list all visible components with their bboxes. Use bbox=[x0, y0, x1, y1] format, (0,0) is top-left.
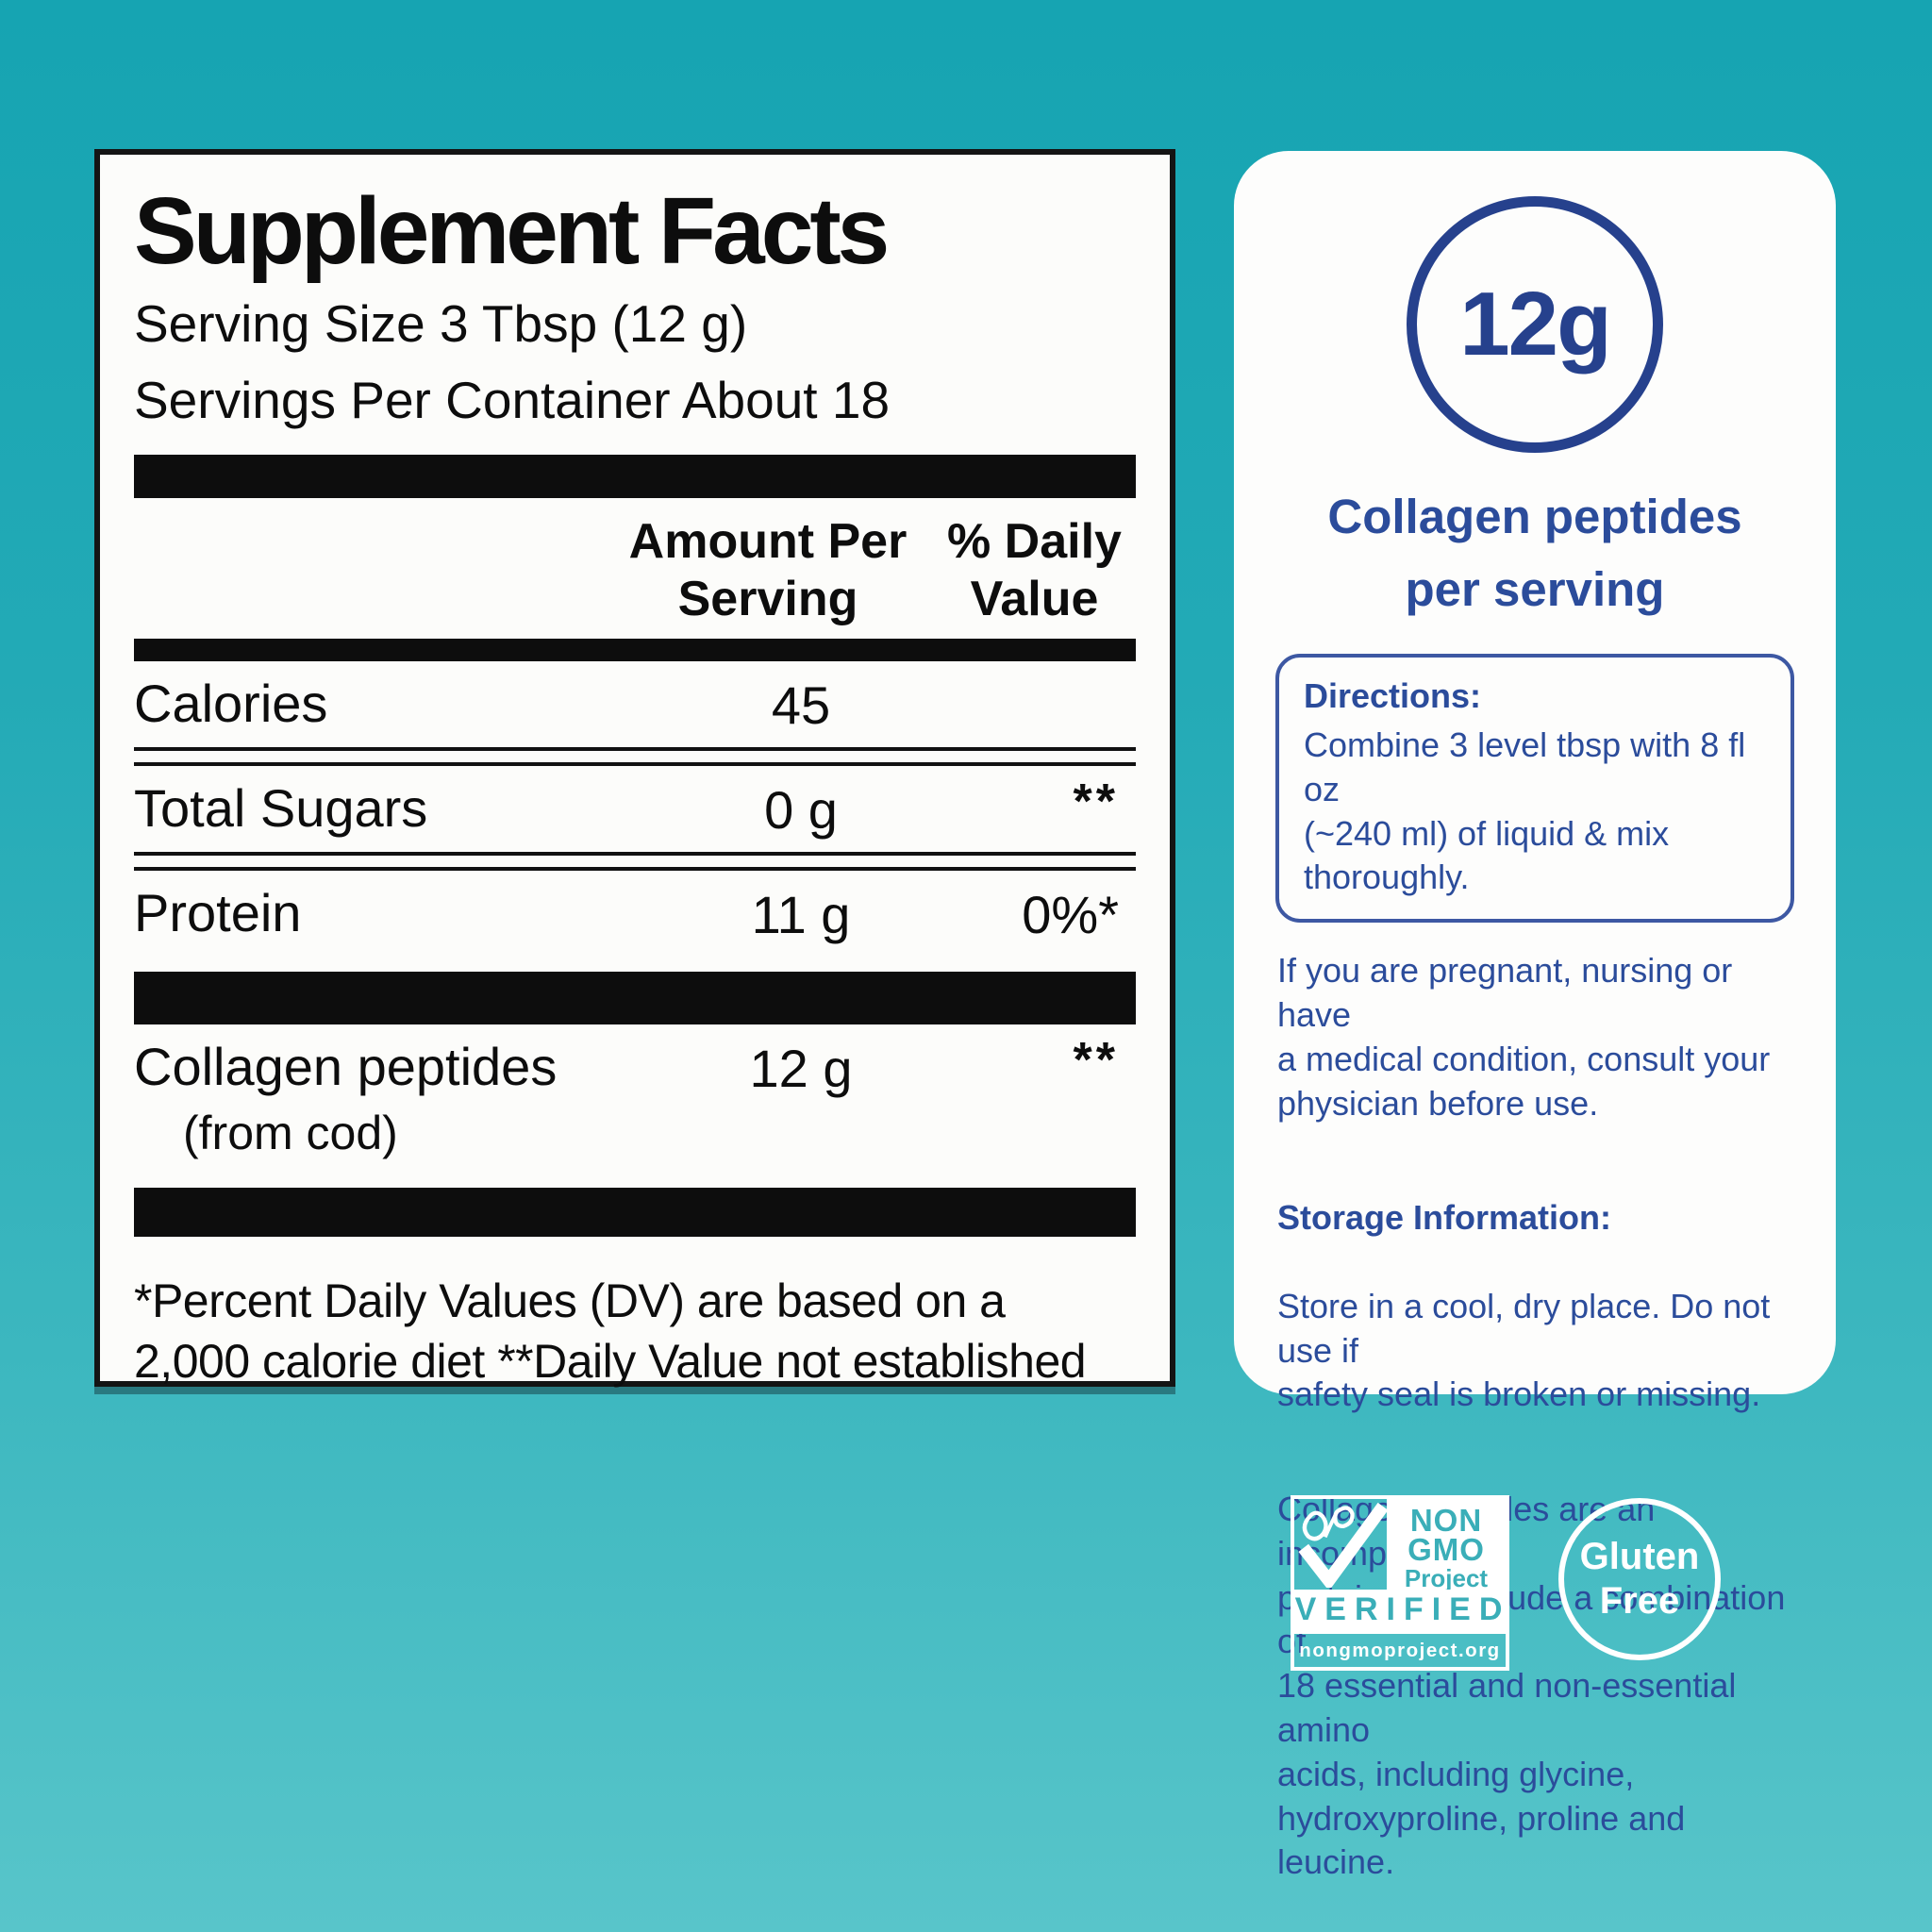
non-gmo-line3: Project bbox=[1404, 1563, 1489, 1592]
non-gmo-line1: NON bbox=[1409, 1503, 1483, 1538]
verified-label: VERIFIED bbox=[1294, 1590, 1506, 1630]
daily-value-footnote: *Percent Daily Values (DV) are based on … bbox=[134, 1274, 1087, 1388]
table-row-total-sugars: Total Sugars 0 g ** bbox=[134, 766, 1136, 852]
supplement-facts-panel: Supplement Facts Serving Size 3 Tbsp (12… bbox=[94, 149, 1175, 1388]
non-gmo-verified-badge: NON GMO Project VERIFIED nongmoproject.o… bbox=[1291, 1495, 1509, 1671]
double-line-separator bbox=[134, 746, 1136, 766]
nutrient-dv: ** bbox=[1073, 774, 1119, 829]
collagen-amount-value: 12g bbox=[1459, 274, 1611, 375]
supplement-facts-title: Supplement Facts bbox=[134, 178, 890, 284]
info-card: 12g Collagen peptides per serving Direct… bbox=[1234, 151, 1836, 1881]
thick-divider-bar bbox=[134, 1187, 1136, 1237]
table-row-calories: Calories 45 bbox=[134, 661, 1136, 747]
daily-value-header: % Daily Value bbox=[947, 514, 1122, 626]
nutrient-amount: 11 g bbox=[751, 884, 851, 944]
amount-per-serving-header: Amount Per Serving bbox=[628, 514, 908, 626]
nutrient-source: (from cod) bbox=[183, 1106, 398, 1159]
medium-divider-bar bbox=[134, 638, 1136, 661]
storage-information-body: Store in a cool, dry place. Do not use i… bbox=[1277, 1286, 1771, 1414]
directions-box: Directions: Combine 3 level tbsp with 8 … bbox=[1275, 654, 1794, 924]
butterfly-checkmark-icon bbox=[1294, 1499, 1387, 1590]
non-gmo-badge-top: NON GMO Project bbox=[1294, 1499, 1506, 1592]
storage-information-block: Storage Information: Store in a cool, dr… bbox=[1277, 1152, 1792, 1461]
nutrient-amount: 45 bbox=[771, 675, 831, 735]
double-line-separator bbox=[134, 851, 1136, 871]
directions-body: Combine 3 level tbsp with 8 fl oz (~240 … bbox=[1304, 725, 1746, 897]
servings-per-container-text: Servings Per Container About 18 bbox=[134, 371, 891, 430]
directions-title: Directions: bbox=[1304, 676, 1482, 715]
nutrient-name: Protein bbox=[134, 882, 302, 942]
nutrient-dv: 0%* bbox=[1022, 884, 1119, 944]
storage-information-title: Storage Information: bbox=[1277, 1198, 1612, 1238]
butterfly-checkmark-svg bbox=[1298, 1503, 1387, 1588]
nutrient-amount: 12 g bbox=[749, 1038, 853, 1098]
nutrient-dv: ** bbox=[1073, 1032, 1119, 1088]
collagen-amount-circle: 12g bbox=[1407, 196, 1663, 453]
nutrient-name-main: Collagen peptides bbox=[134, 1036, 558, 1096]
nutrient-name: Collagen peptides (from cod) bbox=[134, 1036, 603, 1159]
table-row-protein: Protein 11 g 0%* bbox=[134, 871, 1136, 957]
serving-size-text: Serving Size 3 Tbsp (12 g) bbox=[134, 294, 748, 353]
pregnancy-warning-text: If you are pregnant, nursing or have a m… bbox=[1277, 951, 1771, 1123]
gluten-free-label: Gluten Free bbox=[1579, 1535, 1700, 1622]
table-header-row: Amount Per Serving % Daily Value bbox=[134, 498, 1136, 639]
non-gmo-url-label: nongmoproject.org bbox=[1294, 1630, 1506, 1667]
nutrient-name: Total Sugars bbox=[134, 777, 428, 838]
non-gmo-line2: GMO bbox=[1407, 1532, 1485, 1568]
thick-divider-bar bbox=[134, 971, 1136, 1024]
nutrient-amount: 0 g bbox=[764, 779, 838, 840]
table-row-collagen-peptides: Collagen peptides (from cod) 12 g ** bbox=[134, 1024, 1136, 1171]
gluten-free-badge: Gluten Free bbox=[1558, 1498, 1721, 1660]
thick-divider-bar bbox=[134, 455, 1136, 499]
non-gmo-text-box: NON GMO Project bbox=[1387, 1499, 1506, 1592]
collagen-per-serving-label: Collagen peptides per serving bbox=[1327, 490, 1742, 616]
header-spacer bbox=[134, 513, 603, 627]
nutrient-name: Calories bbox=[134, 673, 328, 733]
